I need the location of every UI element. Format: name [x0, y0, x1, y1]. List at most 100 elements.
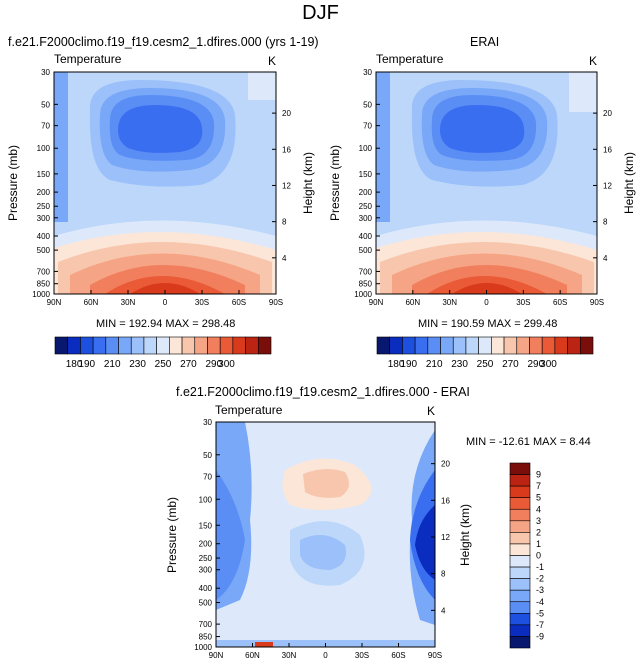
colorbar-label: -7: [536, 620, 544, 630]
colorbar-swatch: [509, 555, 531, 568]
y-right-tick-label: 12: [441, 533, 450, 542]
band-left-strat: [54, 72, 68, 222]
x-tick-label: 90N: [369, 298, 384, 307]
y-tick-label: 250: [359, 202, 373, 211]
x-tick-label: 60S: [553, 298, 567, 307]
panel3-ylabel: Pressure (mb): [165, 497, 179, 573]
y-tick-label: 100: [199, 495, 213, 504]
surface-warm-spot: [255, 642, 273, 647]
colorbar-label: 0: [536, 551, 541, 561]
y-tick-label: 70: [41, 122, 50, 131]
colorbar-swatch: [194, 336, 208, 355]
panel2-left-label: Temperature: [376, 52, 444, 66]
panel2-ylabel: Pressure (mb): [328, 145, 342, 221]
x-tick-label: 30S: [195, 298, 209, 307]
y-tick-label: 200: [359, 188, 373, 197]
colorbar-swatch: [257, 336, 272, 355]
colorbar-label: 3: [536, 516, 541, 526]
panel2-ylabel-right: Height (km): [622, 152, 636, 214]
x-tick-label: 60S: [232, 298, 246, 307]
colorbar-label: 210: [426, 359, 443, 370]
colorbar-label: 1: [536, 539, 541, 549]
x-tick-label: 60N: [405, 298, 420, 307]
colorbar-swatch: [118, 336, 132, 355]
colorbar-label: 300: [540, 359, 557, 370]
figure-title: DJF: [302, 2, 339, 24]
y-tick-label: 70: [203, 472, 212, 481]
colorbar-swatch: [509, 485, 531, 498]
colorbar-swatch: [414, 336, 429, 355]
colorbar-swatch: [54, 336, 69, 355]
colorbar-label: -2: [536, 574, 544, 584]
colorbar-swatch: [509, 589, 531, 603]
colorbar-swatch: [491, 336, 505, 355]
colorbar-swatch: [67, 336, 81, 355]
panel3-left-label: Temperature: [215, 403, 283, 417]
y-right-tick-label: 4: [282, 254, 287, 263]
y-right-tick-label: 4: [441, 606, 446, 615]
colorbar-swatch: [245, 336, 259, 355]
y-tick-label: 300: [359, 214, 373, 223]
colorbar-label: 230: [129, 359, 146, 370]
colorbar-label: 180: [388, 359, 405, 370]
colorbar-label: -9: [536, 631, 544, 641]
panel2-stats: MIN = 190.59 MAX = 299.48: [418, 318, 558, 330]
panel3-right-label: K: [427, 404, 436, 418]
colorbar-swatch: [503, 336, 518, 355]
colorbar-swatch: [509, 636, 531, 649]
y-tick-label: 850: [359, 280, 373, 289]
panel3-title: f.e21.F2000climo.f19_f19.cesm2_1.dfires.…: [176, 385, 470, 399]
x-tick-label: 30S: [355, 651, 369, 660]
y-tick-label: 400: [199, 584, 213, 593]
panel1-left-label: Temperature: [54, 52, 122, 66]
y-tick-label: 100: [359, 144, 373, 153]
colorbar-label: 290: [527, 359, 544, 370]
y-tick-label: 850: [37, 280, 51, 289]
colorbar-swatch: [509, 508, 531, 522]
colorbar-swatch: [169, 336, 183, 355]
colorbar-swatch: [516, 336, 530, 355]
y-right-tick-label: 12: [603, 181, 612, 190]
panel1-field: [54, 72, 276, 294]
panel1-right-label: K: [268, 54, 277, 68]
y-right-tick-label: 20: [603, 109, 612, 118]
y-tick-label: 70: [363, 122, 372, 131]
colorbar-swatch: [478, 336, 492, 355]
colorbar-swatch: [509, 497, 531, 510]
warm-core: [303, 468, 349, 498]
colorbar-swatch: [452, 336, 467, 355]
y-right-tick-label: 20: [441, 460, 450, 469]
colorbar-swatch: [509, 532, 531, 545]
colorbar-label: 250: [477, 359, 494, 370]
trop-7: [452, 283, 522, 294]
y-tick-label: 500: [359, 246, 373, 255]
panel3-field: [216, 422, 435, 647]
y-tick-label: 700: [199, 620, 213, 629]
x-tick-label: 90S: [269, 298, 283, 307]
colorbar-label: -3: [536, 585, 544, 595]
colorbar-swatch: [554, 336, 568, 355]
colorbar-swatch: [80, 336, 94, 355]
y-right-tick-label: 20: [282, 109, 291, 118]
y-tick-label: 50: [41, 100, 50, 109]
colorbar-label: 210: [104, 359, 121, 370]
y-right-tick-label: 16: [441, 496, 450, 505]
colorbar-label: 230: [451, 359, 468, 370]
panel2-field: [376, 72, 597, 294]
panel1-title: f.e21.F2000climo.f19_f19.cesm2_1.dfires.…: [8, 35, 319, 49]
colorbar-swatch: [509, 520, 531, 533]
y-tick-label: 150: [199, 521, 213, 530]
colorbar-label: -5: [536, 608, 544, 618]
cold-core: [118, 105, 203, 153]
warm-right-pole: [248, 72, 276, 100]
y-right-tick-label: 12: [282, 181, 291, 190]
colorbar-swatch: [232, 336, 246, 355]
panel2-right-label: K: [589, 54, 598, 68]
colorbar-swatch: [440, 336, 454, 355]
colorbar-label: 250: [155, 359, 172, 370]
colorbar-swatch: [402, 336, 416, 355]
colorbar-label: 5: [536, 493, 541, 503]
colorbar-label: 9: [536, 470, 541, 480]
y-right-tick-label: 8: [441, 570, 446, 579]
